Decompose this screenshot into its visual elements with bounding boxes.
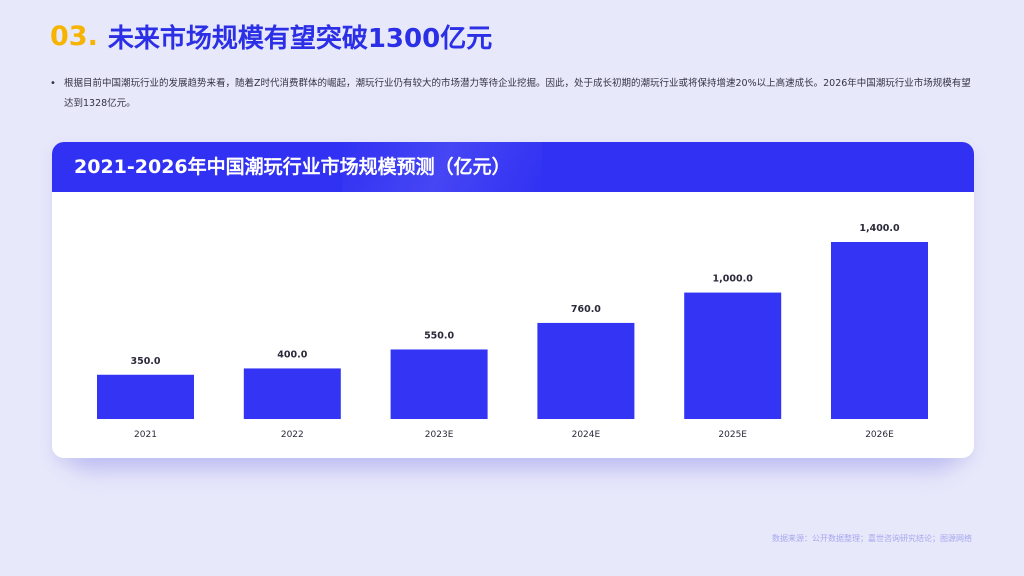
data-label-2022: 400.0 bbox=[277, 349, 307, 360]
data-label-2024E: 760.0 bbox=[571, 304, 601, 315]
data-label-2021: 350.0 bbox=[130, 356, 160, 367]
chart-panel: 2021-2026年中国潮玩行业市场规模预测（亿元） 350.0 2021 400.… bbox=[52, 142, 974, 458]
section-number: 03. bbox=[50, 20, 98, 52]
x-tick-2023E: 2023E bbox=[425, 430, 454, 440]
x-tick-2021: 2021 bbox=[134, 430, 157, 440]
page-title: 03. 未来市场规模有望突破1300亿元 bbox=[50, 16, 492, 56]
bullet-icon: • bbox=[50, 78, 56, 89]
section-title: 未来市场规模有望突破1300亿元 bbox=[107, 23, 493, 54]
summary-text: 根据目前中国潮玩行业的发展趋势来看，随着Z时代消费群体的崛起，潮玩行业仍有较大的… bbox=[64, 78, 971, 109]
summary-bullet: • 根据目前中国潮玩行业的发展趋势来看，随着Z时代消费群体的崛起，潮玩行业仍有较… bbox=[50, 74, 975, 114]
chart-panel-header: 2021-2026年中国潮玩行业市场规模预测（亿元） bbox=[52, 142, 974, 192]
bar-2022 bbox=[243, 368, 341, 419]
chart-title: 2021-2026年中国潮玩行业市场规模预测（亿元） bbox=[74, 156, 511, 178]
data-label-2026E: 1,400.0 bbox=[859, 223, 900, 234]
bar-2023E bbox=[390, 349, 488, 419]
x-tick-2024E: 2024E bbox=[572, 430, 601, 440]
data-label-2025E: 1,000.0 bbox=[713, 274, 754, 285]
bar-2024E bbox=[537, 322, 635, 419]
bar-2026E bbox=[831, 242, 928, 419]
x-tick-2022: 2022 bbox=[281, 430, 304, 440]
bar-chart: 350.0 2021 400.0 2022 550.0 2023E 760.0 2024E 1,… bbox=[97, 223, 928, 440]
x-tick-2026E: 2026E bbox=[865, 430, 894, 440]
x-tick-2025E: 2025E bbox=[718, 430, 747, 440]
data-source: 数据来源：公开数据整理；嘉世咨询研究结论；图源网络 bbox=[772, 534, 972, 543]
bar-2021 bbox=[97, 374, 194, 419]
bar-2025E bbox=[684, 292, 782, 419]
header-gloss bbox=[342, 142, 542, 192]
data-label-2023E: 550.0 bbox=[424, 330, 454, 341]
